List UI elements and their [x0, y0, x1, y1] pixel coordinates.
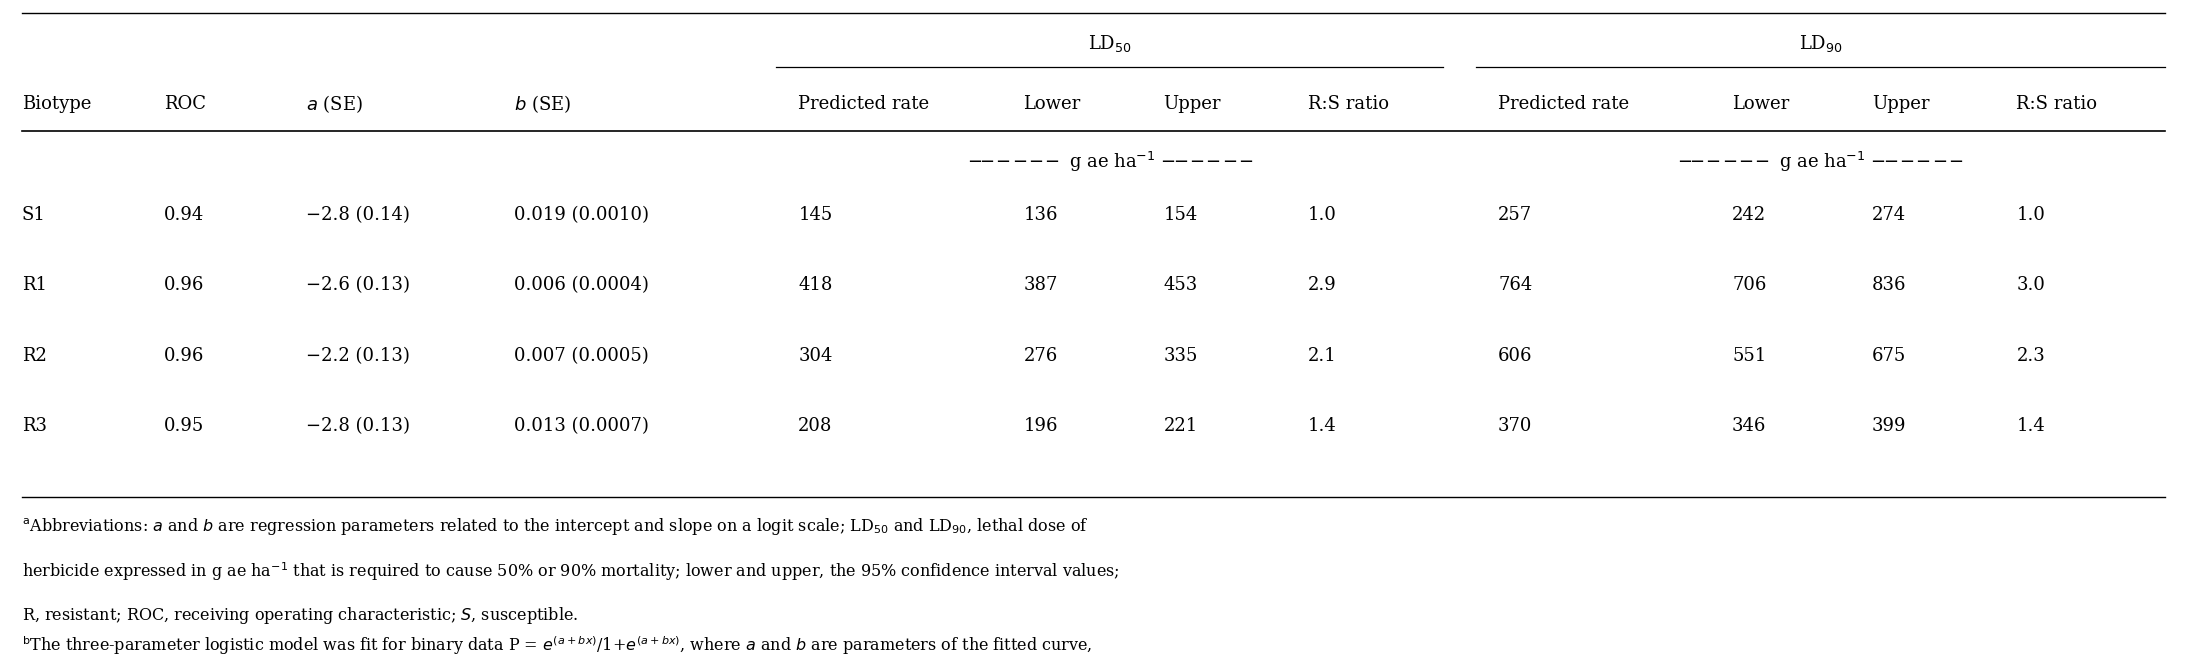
Text: herbicide expressed in g ae ha$^{-1}$ that is required to cause 50% or 90% morta: herbicide expressed in g ae ha$^{-1}$ th… [22, 560, 1120, 583]
Text: $-\!\!-\!\!-\!\!-\!\!-\!\!-$ g ae ha$^{-1}$ $-\!\!-\!\!-\!\!-\!\!-\!\!-$: $-\!\!-\!\!-\!\!-\!\!-\!\!-$ g ae ha$^{-… [967, 150, 1253, 174]
Text: 836: 836 [1872, 276, 1907, 294]
Text: 2.9: 2.9 [1308, 276, 1336, 294]
Text: 606: 606 [1498, 347, 1533, 364]
Text: Lower: Lower [1024, 95, 1080, 113]
Text: 1.0: 1.0 [2016, 206, 2045, 223]
Text: 276: 276 [1024, 347, 1059, 364]
Text: −2.8 (0.14): −2.8 (0.14) [306, 206, 409, 223]
Text: $b$ (SE): $b$ (SE) [514, 93, 571, 115]
Text: $-\!\!-\!\!-\!\!-\!\!-\!\!-$ g ae ha$^{-1}$ $-\!\!-\!\!-\!\!-\!\!-\!\!-$: $-\!\!-\!\!-\!\!-\!\!-\!\!-$ g ae ha$^{-… [1677, 150, 1964, 174]
Text: 0.96: 0.96 [164, 347, 203, 364]
Text: 399: 399 [1872, 417, 1907, 435]
Text: 196: 196 [1024, 417, 1059, 435]
Text: −2.2 (0.13): −2.2 (0.13) [306, 347, 409, 364]
Text: 387: 387 [1024, 276, 1059, 294]
Text: 3.0: 3.0 [2016, 276, 2045, 294]
Text: Upper: Upper [1163, 95, 1220, 113]
Text: 208: 208 [798, 417, 833, 435]
Text: Predicted rate: Predicted rate [1498, 95, 1629, 113]
Text: $a$ (SE): $a$ (SE) [306, 93, 363, 115]
Text: R:S ratio: R:S ratio [1308, 95, 1389, 113]
Text: R2: R2 [22, 347, 46, 364]
Text: R1: R1 [22, 276, 46, 294]
Text: 1.4: 1.4 [2016, 417, 2045, 435]
Text: 0.96: 0.96 [164, 276, 203, 294]
Text: 335: 335 [1163, 347, 1198, 364]
Text: Upper: Upper [1872, 95, 1929, 113]
Text: 1.4: 1.4 [1308, 417, 1336, 435]
Text: 0.006 (0.0004): 0.006 (0.0004) [514, 276, 650, 294]
Text: Lower: Lower [1732, 95, 1789, 113]
Text: 136: 136 [1024, 206, 1059, 223]
Text: LD$_{50}$: LD$_{50}$ [1087, 33, 1133, 54]
Text: 0.019 (0.0010): 0.019 (0.0010) [514, 206, 650, 223]
Text: 418: 418 [798, 276, 833, 294]
Text: Biotype: Biotype [22, 95, 92, 113]
Text: 304: 304 [798, 347, 833, 364]
Text: Predicted rate: Predicted rate [798, 95, 929, 113]
Text: 706: 706 [1732, 276, 1767, 294]
Text: $^{\mathrm{a}}$Abbreviations: $a$ and $b$ are regression parameters related to t: $^{\mathrm{a}}$Abbreviations: $a$ and $b… [22, 516, 1089, 537]
Text: S1: S1 [22, 206, 46, 223]
Text: 2.1: 2.1 [1308, 347, 1336, 364]
Text: 145: 145 [798, 206, 833, 223]
Text: 242: 242 [1732, 206, 1767, 223]
Text: R, resistant; ROC, receiving operating characteristic; $S$, susceptible.: R, resistant; ROC, receiving operating c… [22, 605, 577, 627]
Text: 0.007 (0.0005): 0.007 (0.0005) [514, 347, 650, 364]
Text: 2.3: 2.3 [2016, 347, 2045, 364]
Text: 0.94: 0.94 [164, 206, 203, 223]
Text: ROC: ROC [164, 95, 206, 113]
Text: LD$_{90}$: LD$_{90}$ [1798, 33, 1844, 54]
Text: $^{\mathrm{b}}$The three-parameter logistic model was fit for binary data P = $e: $^{\mathrm{b}}$The three-parameter logis… [22, 634, 1091, 657]
Text: 764: 764 [1498, 276, 1533, 294]
Text: 675: 675 [1872, 347, 1907, 364]
Text: 453: 453 [1163, 276, 1198, 294]
Text: 154: 154 [1163, 206, 1198, 223]
Text: 257: 257 [1498, 206, 1533, 223]
Text: 221: 221 [1163, 417, 1198, 435]
Text: R:S ratio: R:S ratio [2016, 95, 2097, 113]
Text: 274: 274 [1872, 206, 1907, 223]
Text: −2.8 (0.13): −2.8 (0.13) [306, 417, 411, 435]
Text: R3: R3 [22, 417, 46, 435]
Text: 551: 551 [1732, 347, 1767, 364]
Text: 1.0: 1.0 [1308, 206, 1336, 223]
Text: 0.95: 0.95 [164, 417, 203, 435]
Text: 0.013 (0.0007): 0.013 (0.0007) [514, 417, 650, 435]
Text: 346: 346 [1732, 417, 1767, 435]
Text: −2.6 (0.13): −2.6 (0.13) [306, 276, 411, 294]
Text: 370: 370 [1498, 417, 1533, 435]
